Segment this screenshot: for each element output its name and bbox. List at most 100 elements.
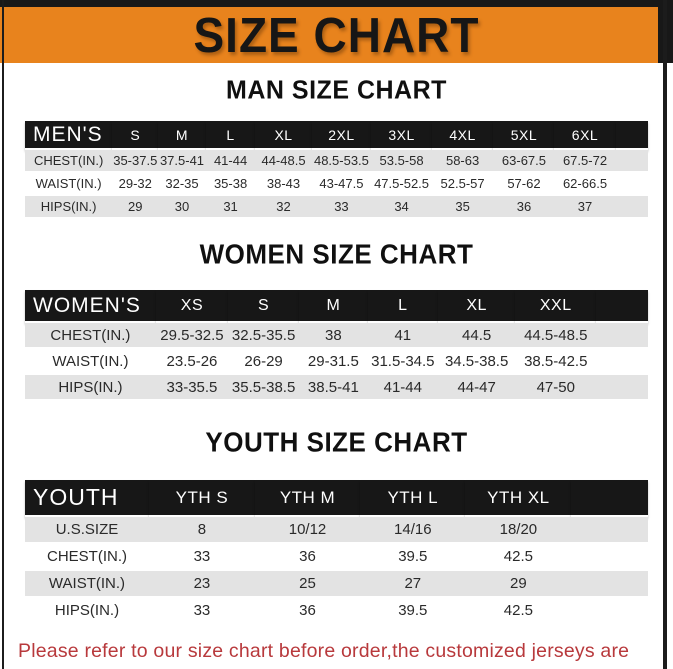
table-row: WAIST(IN.) 29-32 32-35 35-38 38-43 43-47.5 47.… [25, 173, 648, 196]
table-row: HIPS(IN.) 33-35.5 35.5-38.5 38.5-41 41-44 44-… [25, 375, 648, 401]
size-value-cell: 29-32 [112, 173, 159, 196]
size-value-cell: 38.5-41 [299, 375, 368, 401]
size-column-header: 2XL [311, 121, 372, 150]
size-value-cell: 38-43 [255, 173, 312, 196]
size-value-cell: 41-44 [367, 375, 439, 401]
size-value-cell: 63-67.5 [493, 150, 555, 173]
size-value-cell: 44-47 [438, 375, 516, 401]
size-value-cell: 14/16 [360, 517, 466, 544]
size-value-cell: 10/12 [254, 517, 361, 544]
size-value-cell: 52.5-57 [431, 173, 494, 196]
size-value-cell: 29.5-32.5 [155, 323, 229, 349]
size-column-header: M [158, 121, 206, 150]
row-label: WAIST(IN.) [25, 349, 156, 375]
size-column-header: S [228, 290, 300, 323]
size-value-cell: 42.5 [465, 598, 572, 625]
row-label: HIPS(IN.) [25, 598, 149, 625]
size-value-cell: 53.5-58 [371, 150, 432, 173]
size-value-cell: 29 [465, 571, 572, 598]
man-chart-heading: MAN SIZE CHART [226, 75, 447, 105]
size-column-header: XL [438, 290, 516, 323]
size-value-cell: 31 [205, 196, 256, 219]
size-value-cell: 36 [493, 196, 555, 219]
size-value-cell: 33 [148, 598, 255, 625]
size-column-header: 6XL [554, 121, 616, 150]
size-column-header: XL [255, 121, 312, 150]
row-label: U.S.SIZE [25, 517, 149, 544]
size-value-cell: 57-62 [493, 173, 555, 196]
youth-table-label: YOUTH [25, 480, 149, 517]
size-value-cell: 39.5 [360, 598, 466, 625]
table-row: CHEST(IN.) 33 36 39.5 42.5 [25, 544, 648, 571]
man-size-chart-section: MAN SIZE CHART MEN'S S M L XL 2XL 3XL 4XL 5XL 6XL… [0, 63, 673, 219]
size-value-cell: 39.5 [360, 544, 466, 571]
spacer-cell [615, 173, 648, 196]
size-value-cell: 18/20 [465, 517, 572, 544]
women-chart-heading: WOMEN SIZE CHART [199, 238, 474, 270]
size-value-cell: 32.5-35.5 [228, 323, 300, 349]
women-header-row: WOMEN'S XS S M L XL XXL [25, 290, 648, 323]
row-label: HIPS(IN.) [25, 375, 156, 401]
size-value-cell: 44-48.5 [255, 150, 312, 173]
size-column-header: 3XL [371, 121, 432, 150]
size-value-cell: 35-37.5 [112, 150, 159, 173]
size-value-cell: 30 [158, 196, 206, 219]
spacer-cell [571, 571, 648, 598]
size-value-cell: 27 [360, 571, 466, 598]
size-column-header: S [112, 121, 159, 150]
footer-line-1: Please refer to our size chart before or… [18, 640, 630, 669]
size-column-header: M [299, 290, 368, 323]
spacer-cell [615, 150, 648, 173]
size-column-header: YTH M [254, 480, 361, 517]
size-value-cell: 8 [148, 517, 255, 544]
size-value-cell: 38.5-42.5 [515, 349, 597, 375]
women-size-table: WOMEN'S XS S M L XL XXL CHEST(IN.) 29.5-32.5 32.5… [25, 290, 648, 401]
women-size-chart-section: WOMEN SIZE CHART WOMEN'S XS S M L XL XXL CHEST(… [0, 219, 673, 401]
footer-note: Please refer to our size chart before or… [18, 637, 673, 669]
size-value-cell: 29 [112, 196, 159, 219]
youth-size-chart-section: YOUTH SIZE CHART YOUTH YTH S YTH M YTH L YTH… [0, 401, 673, 625]
size-value-cell: 31.5-34.5 [367, 349, 439, 375]
youth-header-row: YOUTH YTH S YTH M YTH L YTH XL [25, 480, 648, 517]
spacer-cell [571, 544, 648, 571]
right-border-line [663, 0, 667, 669]
spacer-cell [596, 323, 648, 349]
spacer-cell [571, 480, 648, 517]
men-header-row: MEN'S S M L XL 2XL 3XL 4XL 5XL 6XL [25, 121, 648, 150]
size-value-cell: 23 [148, 571, 255, 598]
size-value-cell: 35 [431, 196, 494, 219]
row-label: CHEST(IN.) [25, 544, 149, 571]
size-value-cell: 33-35.5 [155, 375, 229, 401]
youth-chart-heading: YOUTH SIZE CHART [205, 426, 468, 458]
spacer-cell [615, 196, 648, 219]
size-column-header: XXL [515, 290, 597, 323]
size-column-header: YTH L [360, 480, 466, 517]
table-row: CHEST(IN.) 35-37.5 37.5-41 41-44 44-48.5 48.5… [25, 150, 648, 173]
size-value-cell: 26-29 [228, 349, 300, 375]
size-column-header: L [205, 121, 256, 150]
size-column-header: YTH S [148, 480, 255, 517]
size-value-cell: 48.5-53.5 [311, 150, 372, 173]
size-value-cell: 41-44 [205, 150, 256, 173]
size-value-cell: 36 [254, 544, 361, 571]
size-value-cell: 37.5-41 [158, 150, 206, 173]
title-banner: SIZE CHART [0, 7, 673, 63]
size-value-cell: 62-66.5 [554, 173, 616, 196]
size-value-cell: 42.5 [465, 544, 572, 571]
size-column-header: YTH XL [465, 480, 572, 517]
size-value-cell: 47-50 [515, 375, 597, 401]
spacer-cell [615, 121, 648, 150]
size-value-cell: 23.5-26 [155, 349, 229, 375]
size-value-cell: 41 [367, 323, 439, 349]
top-border-strip [0, 0, 673, 7]
size-value-cell: 32 [255, 196, 312, 219]
size-value-cell: 29-31.5 [299, 349, 368, 375]
left-border-line [2, 0, 4, 669]
size-value-cell: 34.5-38.5 [438, 349, 516, 375]
size-value-cell: 44.5-48.5 [515, 323, 597, 349]
size-value-cell: 34 [371, 196, 432, 219]
row-label: WAIST(IN.) [25, 571, 149, 598]
size-value-cell: 36 [254, 598, 361, 625]
women-table-label: WOMEN'S [25, 290, 156, 323]
